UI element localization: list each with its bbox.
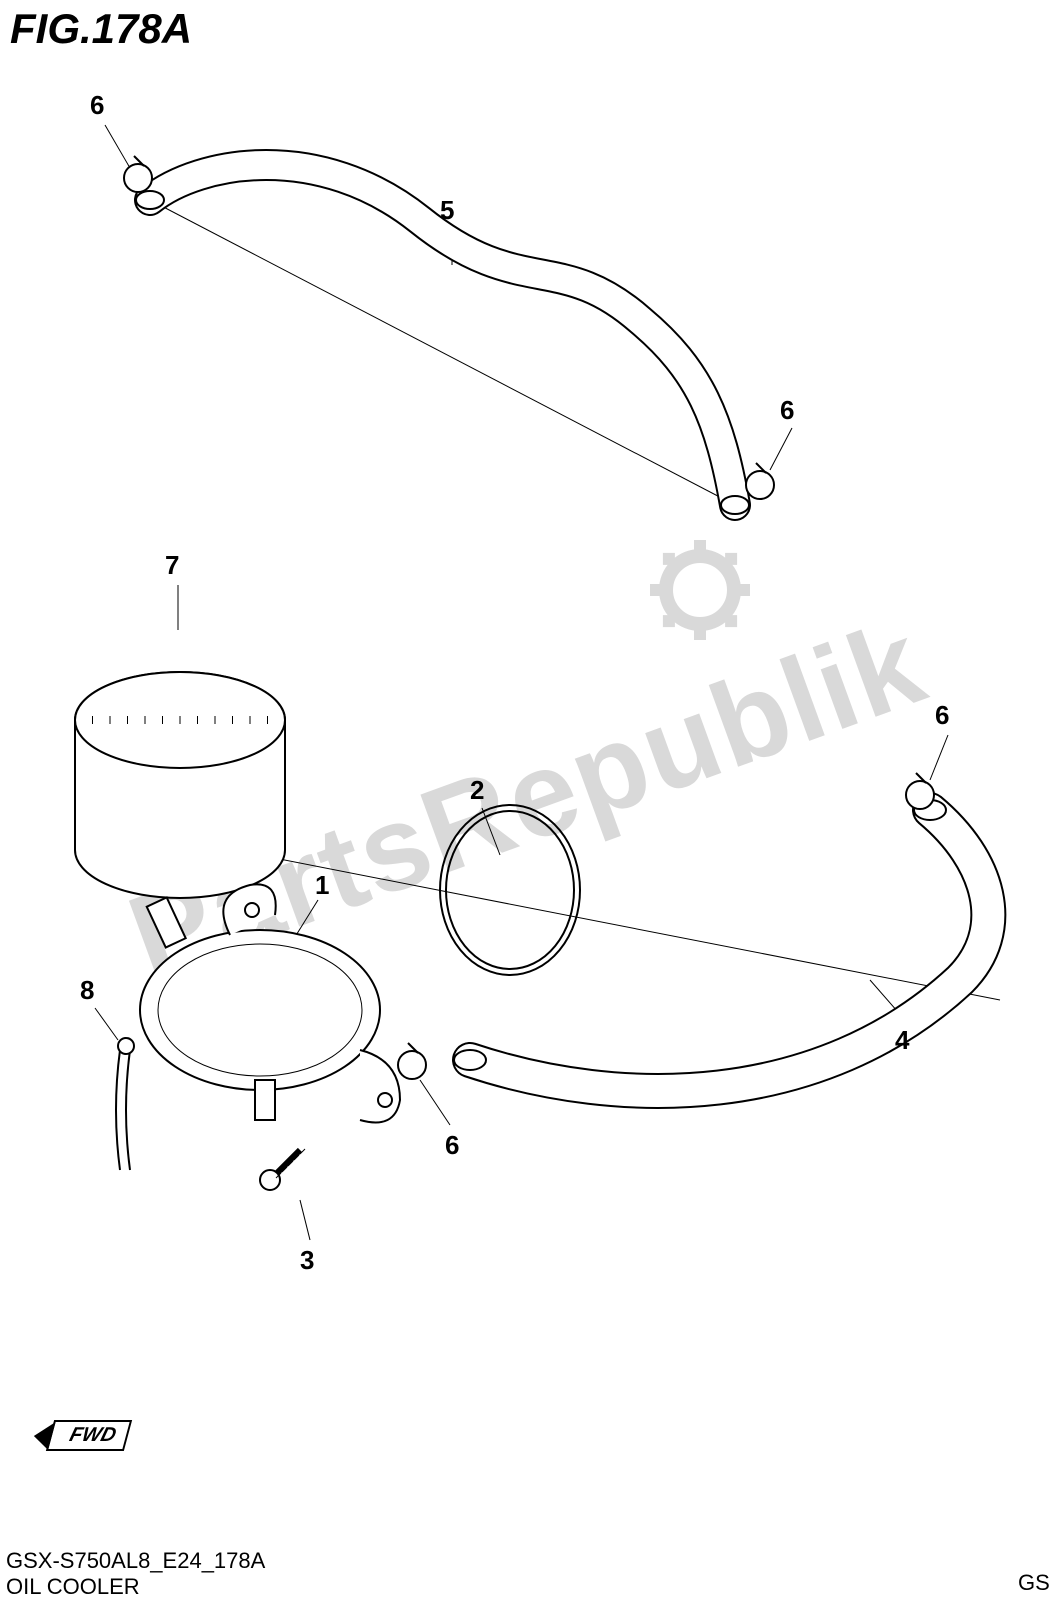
footer-right-code: GS xyxy=(1018,1570,1050,1596)
footer-model-code: GSX-S750AL8_E24_178A xyxy=(6,1548,265,1574)
callout-number: 5 xyxy=(440,195,454,226)
callout-number: 7 xyxy=(165,550,179,581)
footer-part-group: OIL COOLER xyxy=(6,1574,140,1600)
figure-title: FIG.178A xyxy=(10,5,192,53)
callout-number: 8 xyxy=(80,975,94,1006)
callout-number: 6 xyxy=(780,395,794,426)
parts-diagram xyxy=(0,0,1053,1600)
callout-number: 4 xyxy=(895,1025,909,1056)
callout-number: 6 xyxy=(935,700,949,731)
callout-number: 1 xyxy=(315,870,329,901)
callout-number: 6 xyxy=(90,90,104,121)
callout-number: 3 xyxy=(300,1245,314,1276)
fwd-direction-badge: FWD xyxy=(46,1420,132,1451)
callout-number: 6 xyxy=(445,1130,459,1161)
callout-number: 2 xyxy=(470,775,484,806)
